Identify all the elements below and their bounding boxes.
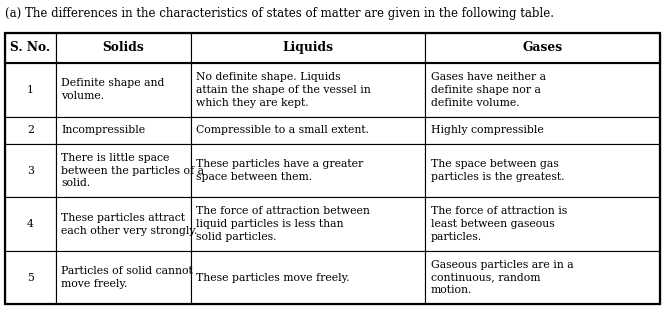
Bar [191, 197, 426, 251]
Bar [56, 144, 191, 197]
Text: S. No.: S. No. [11, 41, 51, 54]
Text: These particles have a greater
space between them.: These particles have a greater space bet… [196, 159, 364, 182]
Bar [426, 33, 660, 63]
Bar [5, 63, 56, 117]
Text: 3: 3 [27, 166, 34, 176]
Text: The force of attraction between
liquid particles is less than
solid particles.: The force of attraction between liquid p… [196, 206, 370, 242]
Text: (a) The differences in the characteristics of states of matter are given in the : (a) The differences in the characteristi… [5, 7, 555, 20]
Text: Solids: Solids [102, 41, 144, 54]
Bar [191, 251, 426, 304]
Bar [191, 33, 426, 63]
Bar [191, 63, 426, 117]
Text: Incompressible: Incompressible [61, 125, 145, 135]
Bar [5, 197, 56, 251]
Text: Particles of solid cannot
move freely.: Particles of solid cannot move freely. [61, 266, 193, 289]
Bar [56, 251, 191, 304]
Bar [426, 197, 660, 251]
Bar [426, 63, 660, 117]
Bar [426, 144, 660, 197]
Text: Compressible to a small extent.: Compressible to a small extent. [196, 125, 370, 135]
Text: The space between gas
particles is the greatest.: The space between gas particles is the g… [431, 159, 564, 182]
Text: The force of attraction is
least between gaseous
particles.: The force of attraction is least between… [431, 206, 567, 242]
Bar [5, 251, 56, 304]
Text: Gases have neither a
definite shape nor a
definite volume.: Gases have neither a definite shape nor … [431, 72, 546, 108]
Bar [5, 144, 56, 197]
Text: There is little space
between the particles of a
solid.: There is little space between the partic… [61, 153, 204, 188]
Text: 4: 4 [27, 219, 34, 229]
Text: Gaseous particles are in a
continuous, random
motion.: Gaseous particles are in a continuous, r… [431, 260, 573, 295]
Bar [5, 33, 660, 304]
Bar [426, 117, 660, 144]
Bar [191, 144, 426, 197]
Text: These particles attract
each other very strongly.: These particles attract each other very … [61, 213, 198, 236]
Text: 2: 2 [27, 125, 34, 135]
Text: 1: 1 [27, 85, 34, 95]
Text: 5: 5 [27, 273, 34, 283]
Bar [426, 251, 660, 304]
Text: Highly compressible: Highly compressible [431, 125, 543, 135]
Bar [5, 33, 56, 63]
Bar [56, 117, 191, 144]
Text: Liquids: Liquids [283, 41, 334, 54]
Text: No definite shape. Liquids
attain the shape of the vessel in
which they are kept: No definite shape. Liquids attain the sh… [196, 72, 371, 108]
Bar [56, 197, 191, 251]
Text: These particles move freely.: These particles move freely. [196, 273, 350, 283]
Bar [191, 117, 426, 144]
Text: Gases: Gases [523, 41, 563, 54]
Text: Definite shape and
volume.: Definite shape and volume. [61, 78, 164, 101]
Bar [5, 117, 56, 144]
Bar [56, 63, 191, 117]
Bar [56, 33, 191, 63]
